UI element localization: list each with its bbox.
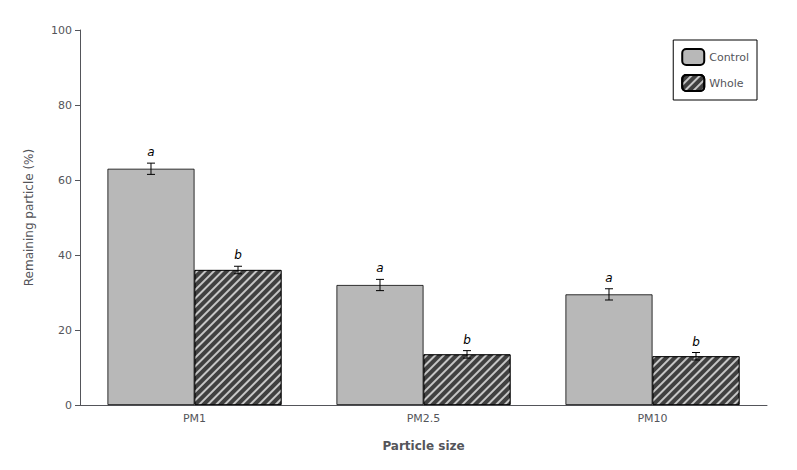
svg-text:b: b <box>234 248 242 262</box>
svg-text:a: a <box>605 271 612 285</box>
svg-text:b: b <box>692 335 700 349</box>
svg-text:Remaining particle (%): Remaining particle (%) <box>22 149 36 286</box>
svg-text:Control: Control <box>709 51 749 64</box>
svg-text:b: b <box>463 333 471 347</box>
svg-text:a: a <box>376 261 383 275</box>
svg-text:100: 100 <box>51 24 72 37</box>
svg-text:40: 40 <box>58 249 72 262</box>
svg-text:PM2.5: PM2.5 <box>407 412 441 425</box>
svg-text:20: 20 <box>58 324 72 337</box>
svg-text:60: 60 <box>58 174 72 187</box>
svg-text:80: 80 <box>58 99 72 112</box>
svg-text:PM1: PM1 <box>183 412 206 425</box>
svg-text:0: 0 <box>65 399 72 412</box>
svg-text:a: a <box>147 145 154 159</box>
svg-text:Whole: Whole <box>709 77 744 90</box>
svg-text:Particle size: Particle size <box>382 439 464 453</box>
svg-text:PM10: PM10 <box>637 412 667 425</box>
